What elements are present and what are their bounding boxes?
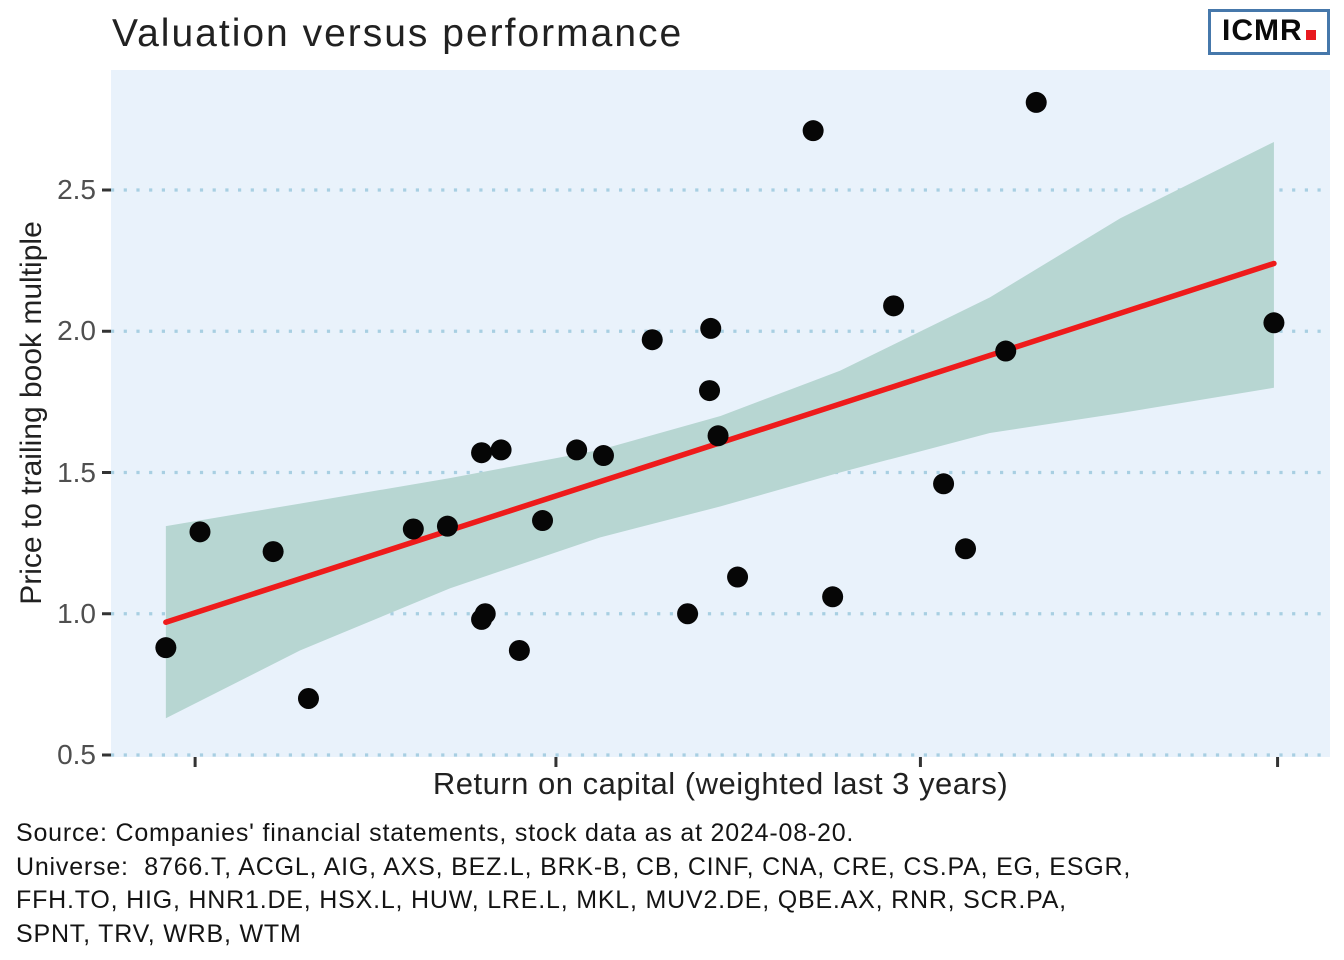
data-point xyxy=(508,639,530,661)
data-point xyxy=(1025,91,1047,113)
data-point xyxy=(955,538,977,560)
data-point xyxy=(471,442,493,464)
data-point xyxy=(699,380,721,402)
data-point xyxy=(727,566,749,588)
data-point xyxy=(566,439,588,461)
data-point xyxy=(262,541,284,563)
data-point xyxy=(883,295,905,317)
data-point xyxy=(700,317,722,339)
data-point xyxy=(402,518,424,540)
data-point xyxy=(532,510,554,532)
data-point xyxy=(707,425,729,447)
universe-line: Universe: 8766.T, ACGL, AIG, AXS, BEZ.L,… xyxy=(16,852,1132,881)
data-point xyxy=(641,329,663,351)
panel-background xyxy=(111,70,1330,757)
logo-text: ICMR xyxy=(1222,14,1303,47)
universe-line: FFH.TO, HIG, HNR1.DE, HSX.L, HUW, LRE.L,… xyxy=(16,886,1067,914)
data-point xyxy=(436,515,458,537)
icmr-logo: ICMR xyxy=(1208,9,1330,55)
data-point xyxy=(189,521,211,543)
data-point xyxy=(802,120,824,142)
data-point xyxy=(995,340,1017,362)
y-tick-label: 0.5 xyxy=(57,739,96,770)
data-point xyxy=(471,608,493,630)
data-point xyxy=(490,439,512,461)
y-tick-label: 1.0 xyxy=(57,597,96,629)
data-point xyxy=(297,688,319,709)
logo-dot xyxy=(1305,30,1316,40)
source-line: Source: Companies' financial statements,… xyxy=(16,819,855,847)
y-tick-label: 2.5 xyxy=(57,174,96,205)
data-point xyxy=(155,637,177,659)
data-point xyxy=(592,445,614,467)
y-axis-title: Price to trailing book multiple xyxy=(15,221,48,605)
data-point xyxy=(1263,312,1285,334)
y-tick-label: 2.0 xyxy=(57,315,96,347)
x-axis-title: Return on capital (weighted last 3 years… xyxy=(432,766,1009,801)
data-point xyxy=(933,473,955,495)
data-point xyxy=(822,586,844,608)
y-tick-label: 1.5 xyxy=(57,456,96,488)
data-point xyxy=(677,603,699,625)
chart-title: Valuation versus performance xyxy=(112,12,684,55)
source-note: Source: Companies' financial statements,… xyxy=(16,817,1131,951)
universe-line: SPNT, TRV, WRB, WTM xyxy=(16,919,302,948)
